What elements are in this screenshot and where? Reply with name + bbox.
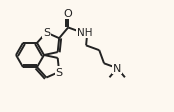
Text: NH: NH	[77, 28, 92, 38]
Text: O: O	[64, 9, 73, 19]
Text: S: S	[43, 28, 50, 38]
Text: S: S	[56, 67, 63, 77]
Text: N: N	[113, 64, 121, 73]
